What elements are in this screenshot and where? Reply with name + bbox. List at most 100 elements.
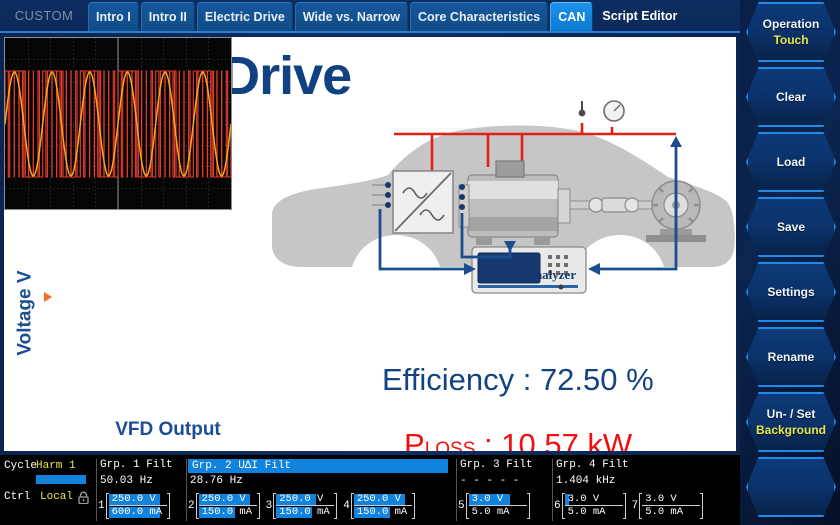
lock-icon[interactable] <box>78 491 89 504</box>
measurement-wiring <box>378 139 678 271</box>
efficiency-value: 72.50 % <box>539 362 654 397</box>
channel-values: 3.0 V 5.0 mA <box>642 493 701 519</box>
softkey-load[interactable]: Load <box>746 132 836 192</box>
channel-voltage-value: 3.0 V <box>471 493 504 505</box>
channel-bracket-left <box>639 493 643 519</box>
cycle-value[interactable]: Harm 1 <box>36 460 76 472</box>
status-group-header[interactable]: Grp. 1 Filt <box>100 459 173 471</box>
softkey-save[interactable]: Save <box>746 197 836 257</box>
channel-bracket-right <box>411 493 415 519</box>
status-group[interactable]: Grp. 3 Filt - - - - -5 3.0 V 5.0 mA <box>456 455 552 525</box>
tab-script-editor[interactable]: Script Editor <box>602 9 678 23</box>
channel-bracket-right <box>256 493 260 519</box>
softkey-operation[interactable]: Operation Touch <box>746 2 836 62</box>
channel-item[interactable]: 7 3.0 V 5.0 mA <box>632 493 704 519</box>
channel-list: 1 250.0 V 600.0 mA <box>98 493 176 519</box>
status-group-header[interactable]: Grp. 4 Filt <box>556 459 629 471</box>
status-group-header[interactable]: Grp. 2 UΔI Filt <box>188 459 448 473</box>
cycle-bar <box>36 475 86 484</box>
softkey-shape <box>746 132 836 192</box>
status-group[interactable]: Grp. 4 Filt 1.404 kHz 6 3.0 V 5.0 mA 7 3.0 V 5.… <box>552 455 740 525</box>
channel-voltage-bar <box>468 494 511 505</box>
tab-intro-ii[interactable]: Intro II <box>140 2 195 31</box>
ctrl-value[interactable]: Local <box>40 491 74 503</box>
status-group-frequency: 50.03 Hz <box>100 475 153 487</box>
channel-bracket-left <box>350 493 354 519</box>
tab-electric-drive[interactable]: Electric Drive <box>196 2 293 31</box>
channel-current-bar <box>108 507 160 518</box>
status-group-header[interactable]: Grp. 3 Filt <box>460 459 533 471</box>
softkey-rename[interactable]: Rename <box>746 327 836 387</box>
channel-voltage-value: 250.0 V <box>201 493 246 505</box>
channel-rule <box>276 505 335 506</box>
channel-values: 250.0 V 150.0 mA <box>276 493 335 519</box>
tab-intro-i[interactable]: Intro I <box>88 2 139 31</box>
status-group-frequency: 1.404 kHz <box>556 475 616 487</box>
channel-voltage-value: 250.0 V <box>111 493 156 505</box>
channel-bracket-left <box>195 493 199 519</box>
channel-rule <box>353 505 412 506</box>
channel-voltage-bar <box>198 494 250 505</box>
cycle-label: Cycle <box>4 460 38 472</box>
channel-voltage-bar <box>353 494 405 505</box>
channel-number: 7 <box>631 500 639 512</box>
softkey-clear[interactable]: Clear <box>746 67 836 127</box>
tab-can[interactable]: CAN <box>550 2 594 31</box>
ctrl-label: Ctrl <box>4 491 31 503</box>
custom-menu-label: CUSTOM <box>14 8 74 23</box>
channel-current-value: 5.0 mA <box>471 506 510 518</box>
channel-item[interactable]: 5 3.0 V 5.0 mA <box>458 493 530 519</box>
channel-item[interactable]: 6 3.0 V 5.0 mA <box>554 493 626 519</box>
softkey-shape <box>746 392 836 452</box>
efficiency-readout: Efficiency : 72.50 % <box>382 362 654 398</box>
softkey-shape <box>746 457 836 517</box>
softkey-shape <box>746 67 836 127</box>
ploss-subscript: LOSS <box>424 439 476 451</box>
channel-current-value: 5.0 mA <box>567 506 606 518</box>
status-left-block: Cycle Harm 1 Ctrl Local <box>0 455 96 525</box>
channel-voltage-bar <box>564 494 569 505</box>
tab-bar: CUSTOM Intro I Intro II Electric Drive Wide… <box>0 0 740 33</box>
softkey-un-set[interactable]: Un- / Set Background <box>746 392 836 452</box>
channel-current-value: 150.0 mA <box>356 506 408 518</box>
channel-rule <box>642 505 701 506</box>
channel-current-value: 150.0 mA <box>279 506 330 518</box>
power-analyzer-icon <box>471 246 587 294</box>
ploss-symbol: P <box>404 427 425 451</box>
channel-bracket-left <box>105 493 109 519</box>
softkey-shape <box>746 2 836 62</box>
channel-values: 3.0 V 5.0 mA <box>468 493 527 519</box>
channel-voltage-value: 250.0 V <box>356 493 401 505</box>
channel-number: 3 <box>265 500 273 512</box>
softkey-blank <box>746 457 836 517</box>
channel-bracket-right <box>166 493 170 519</box>
scope-caption: VFD Output <box>115 419 221 440</box>
custom-display-page: Electric Drive <box>4 37 736 451</box>
channel-list: 5 3.0 V 5.0 mA <box>458 493 536 519</box>
channel-number: 4 <box>343 500 350 512</box>
tab-list: Intro I Intro II Electric Drive Wide vs. Na… <box>88 0 686 31</box>
softkey-settings[interactable]: Settings <box>746 262 836 322</box>
channel-item[interactable]: 2 250.0 V 150.0 mA <box>188 493 260 519</box>
channel-item[interactable]: 3 250.0 V 150.0 mA <box>266 493 338 519</box>
channel-bracket-right <box>700 493 704 519</box>
channel-number: 5 <box>458 500 465 512</box>
channel-item[interactable]: 1 250.0 V 600.0 mA <box>98 493 170 519</box>
channel-bracket-right <box>334 493 338 519</box>
tab-wide-vs-narrow[interactable]: Wide vs. Narrow <box>294 2 408 31</box>
tab-core-characteristics[interactable]: Core Characteristics <box>409 2 549 31</box>
channel-bracket-right <box>622 493 626 519</box>
shaft-coupling-icon <box>569 197 653 213</box>
channel-values: 250.0 V 150.0 mA <box>198 493 257 519</box>
channel-rule <box>564 505 623 506</box>
channel-item[interactable]: 4 250.0 V 150.0 mA <box>343 493 415 519</box>
status-group[interactable]: Grp. 1 Filt 50.03 Hz 1 250.0 V 600.0 mA <box>96 455 186 525</box>
channel-voltage-bar <box>276 494 316 505</box>
waveform-plot <box>4 37 232 210</box>
ploss-separator: : <box>475 427 502 451</box>
softkey-shape <box>746 262 836 322</box>
channel-voltage-value: 3.0 V <box>567 493 600 505</box>
power-analyzer-label: Power Analyzer <box>487 267 577 282</box>
status-group[interactable]: Grp. 2 UΔI Filt 28.76 Hz 2 250.0 V 150.0 mA 3… <box>186 455 456 525</box>
